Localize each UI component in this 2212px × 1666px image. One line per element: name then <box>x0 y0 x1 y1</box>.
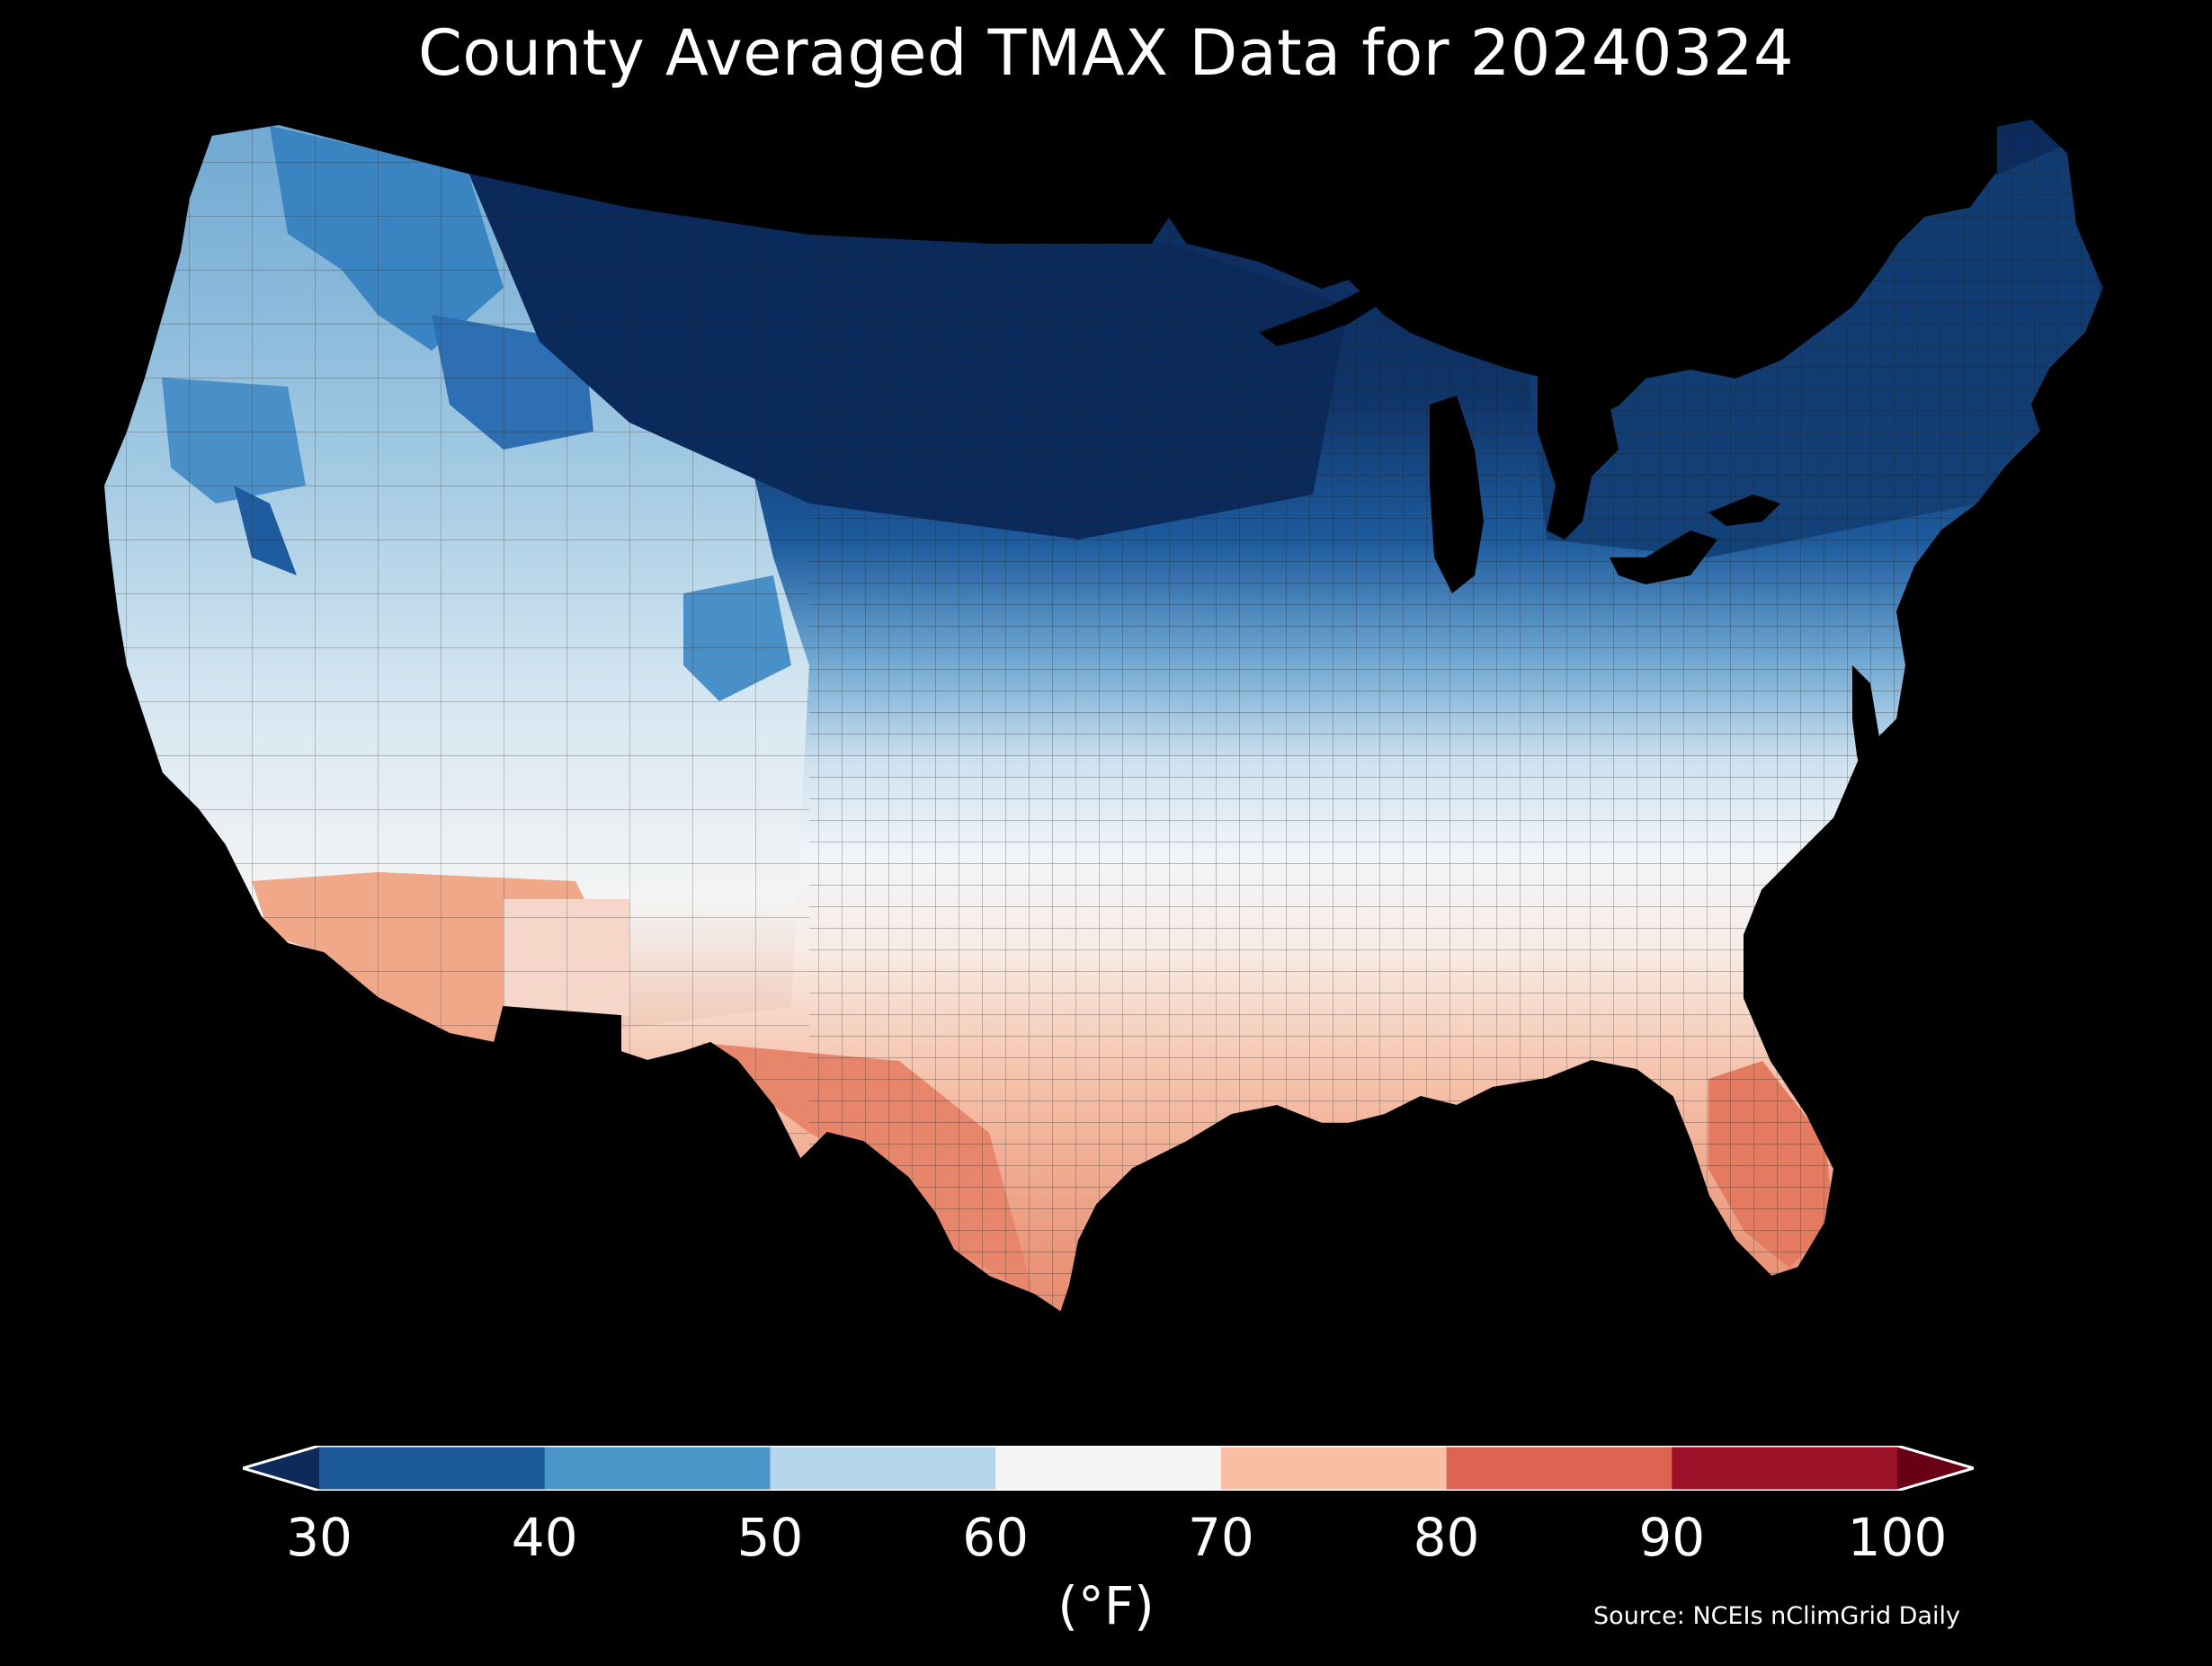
colorbar-bin-90-100 <box>1672 1446 1898 1491</box>
colorbar-tick-label: 50 <box>736 1507 804 1568</box>
source-credit: Source: NCEIs nClimGrid Daily <box>1593 1602 1960 1630</box>
colorbar-tick-label: 90 <box>1638 1507 1706 1568</box>
colorbar-unit-label: (°F) <box>1057 1575 1155 1636</box>
map-title: County Averaged TMAX Data for 20240324 <box>417 16 1795 90</box>
choropleth-map <box>0 108 2212 1421</box>
colorbar <box>243 1446 1974 1491</box>
colorbar-bin-30-40 <box>319 1446 546 1491</box>
us-map-svg <box>103 118 2105 1314</box>
colorbar-bin-50-60 <box>770 1446 996 1491</box>
colorbar-bin-70-80 <box>1220 1446 1448 1491</box>
map-fill-group <box>103 119 2104 1313</box>
colorbar-svg <box>243 1446 1974 1491</box>
colorbar-over-extension <box>1897 1446 1974 1491</box>
colorbar-under-extension <box>243 1446 319 1491</box>
colorbar-bin-40-50 <box>544 1446 771 1491</box>
colorbar-tick-label: 70 <box>1187 1507 1254 1568</box>
colorbar-tick-label: 80 <box>1413 1507 1480 1568</box>
colorbar-tick-label: 40 <box>511 1507 578 1568</box>
colorbar-bin-80-90 <box>1446 1446 1672 1491</box>
colorbar-tick-label: 30 <box>286 1507 352 1568</box>
colorbar-tick-label: 60 <box>962 1507 1030 1568</box>
colorbar-tick-label: 100 <box>1847 1507 1948 1568</box>
colorbar-bin-60-70 <box>995 1446 1222 1491</box>
